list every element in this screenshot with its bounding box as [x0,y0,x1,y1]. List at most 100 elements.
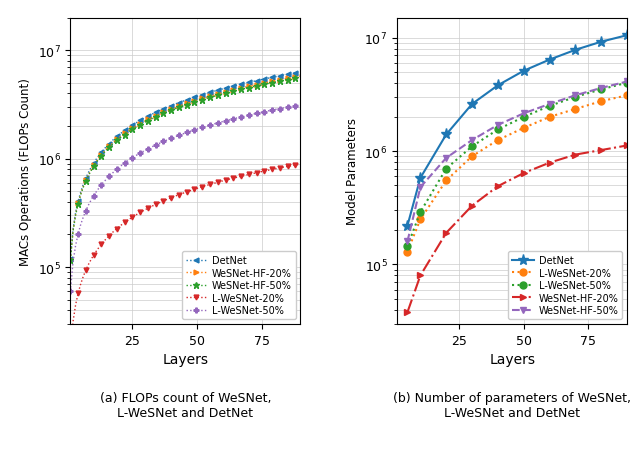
X-axis label: Layers: Layers [163,352,209,366]
DetNet [97,150,105,156]
L-WeSNet-20% [263,169,271,174]
L-WeSNet-20% [494,138,502,144]
WeSNet-HF-20% [297,74,305,80]
WeSNet-HF-20% [417,273,424,279]
WeSNet-HF-50% [136,123,144,128]
L-WeSNet-20% [227,177,234,182]
Line: WeSNet-HF-50%: WeSNet-HF-50% [404,79,630,245]
WeSNet-HF-50% [227,90,234,95]
Line: WeSNet-HF-20%: WeSNet-HF-20% [404,143,630,316]
L-WeSNet-50% [417,210,424,215]
DetNet [136,119,144,124]
L-WeSNet-50% [97,183,105,188]
L-WeSNet-20% [598,99,605,105]
DetNet [258,78,266,83]
L-WeSNet-20% [136,210,144,216]
L-WeSNet-20% [572,107,579,113]
L-WeSNet-50% [546,104,554,109]
Line: L-WeSNet-20%: L-WeSNet-20% [68,162,303,353]
L-WeSNet-20% [67,348,74,354]
WeSNet-HF-20% [468,203,476,209]
L-WeSNet-50% [442,166,450,172]
DetNet [572,48,579,53]
Y-axis label: MACs Operations (FLOPs Count): MACs Operations (FLOPs Count) [19,78,32,265]
WeSNet-HF-50% [494,123,502,128]
L-WeSNet-50% [572,95,579,100]
WeSNet-HF-50% [97,154,105,159]
L-WeSNet-50% [494,127,502,133]
WeSNet-HF-50% [286,77,294,83]
L-WeSNet-20% [623,93,631,99]
Line: L-WeSNet-20%: L-WeSNet-20% [404,93,630,256]
Text: (b) Number of parameters of WeSNet,
L-WeSNet and DetNet: (b) Number of parameters of WeSNet, L-We… [393,391,631,419]
DetNet [623,33,631,39]
WeSNet-HF-50% [258,83,266,88]
Line: DetNet: DetNet [68,70,303,262]
Line: DetNet: DetNet [402,31,633,232]
L-WeSNet-20% [442,178,450,184]
WeSNet-HF-50% [417,185,424,191]
DetNet [263,76,271,82]
WeSNet-HF-20% [520,171,527,176]
DetNet [227,85,234,90]
WeSNet-HF-20% [227,88,234,94]
Y-axis label: Model Parameters: Model Parameters [346,118,359,225]
L-WeSNet-50% [286,105,294,110]
WeSNet-HF-20% [404,310,412,315]
L-WeSNet-50% [623,81,631,86]
L-WeSNet-20% [97,242,105,248]
Text: (a) FLOPs count of WeSNet,
L-WeSNet and DetNet: (a) FLOPs count of WeSNet, L-WeSNet and … [100,391,271,419]
Line: WeSNet-HF-20%: WeSNet-HF-20% [68,75,303,262]
DetNet [546,57,554,63]
WeSNet-HF-50% [520,111,527,117]
DetNet [404,223,412,229]
Line: L-WeSNet-50%: L-WeSNet-50% [404,80,630,250]
WeSNet-HF-20% [572,152,579,158]
L-WeSNet-50% [297,103,305,108]
WeSNet-HF-50% [442,156,450,161]
L-WeSNet-20% [546,115,554,120]
Legend: DetNet, WeSNet-HF-20%, WeSNet-HF-50%, L-WeSNet-20%, L-WeSNet-50%: DetNet, WeSNet-HF-20%, WeSNet-HF-50%, L-… [182,252,296,319]
WeSNet-HF-20% [494,184,502,189]
Line: WeSNet-HF-50%: WeSNet-HF-50% [67,75,303,263]
WeSNet-HF-20% [97,153,105,158]
L-WeSNet-20% [520,126,527,131]
WeSNet-HF-20% [598,148,605,153]
DetNet [297,70,305,75]
L-WeSNet-20% [468,154,476,160]
L-WeSNet-50% [598,88,605,93]
WeSNet-HF-50% [468,138,476,144]
L-WeSNet-20% [297,162,305,168]
L-WeSNet-20% [286,164,294,169]
WeSNet-HF-50% [623,80,631,85]
L-WeSNet-20% [258,169,266,175]
L-WeSNet-50% [258,110,266,116]
DetNet [286,72,294,77]
Legend: DetNet, L-WeSNet-20%, L-WeSNet-50%, WeSNet-HF-20%, WeSNet-HF-50%: DetNet, L-WeSNet-20%, L-WeSNet-50%, WeSN… [508,252,622,319]
DetNet [494,83,502,89]
L-WeSNet-20% [404,249,412,255]
X-axis label: Layers: Layers [489,352,535,366]
WeSNet-HF-20% [286,76,294,81]
WeSNet-HF-20% [442,231,450,236]
WeSNet-HF-20% [263,81,271,86]
Line: L-WeSNet-50%: L-WeSNet-50% [68,103,303,294]
L-WeSNet-50% [136,151,144,156]
WeSNet-HF-20% [623,144,631,149]
WeSNet-HF-20% [136,121,144,127]
WeSNet-HF-50% [572,93,579,99]
WeSNet-HF-20% [546,161,554,166]
L-WeSNet-50% [227,118,234,123]
DetNet [520,69,527,75]
WeSNet-HF-50% [546,102,554,107]
DetNet [468,102,476,107]
WeSNet-HF-50% [598,86,605,92]
WeSNet-HF-50% [297,75,305,81]
DetNet [598,40,605,45]
WeSNet-HF-50% [67,257,74,263]
L-WeSNet-50% [404,244,412,250]
L-WeSNet-20% [417,217,424,223]
WeSNet-HF-50% [404,239,412,244]
L-WeSNet-50% [67,289,74,294]
L-WeSNet-50% [263,109,271,115]
